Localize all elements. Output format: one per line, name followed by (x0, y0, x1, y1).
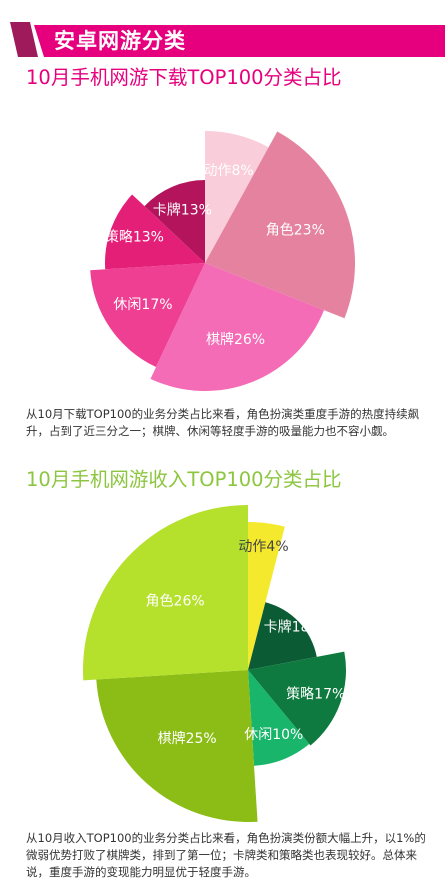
revenue-slice-label: 卡牌18% (264, 619, 323, 636)
chart1-title: 10月手机网游下载TOP100分类占比 (26, 66, 342, 89)
download-slice (150, 263, 325, 392)
chart1-description: 从10月下载TOP100的业务分类占比来看，角色扮演类重度手游的热度持续飙升，占… (26, 407, 420, 438)
section-title: 安卓网游分类 (54, 29, 186, 53)
revenue-slice-label: 角色26% (146, 593, 205, 610)
download-slice (90, 263, 205, 368)
revenue-slice (248, 670, 310, 766)
download-slice-label: 动作8% (204, 163, 254, 179)
banner-main-shape (34, 25, 445, 57)
download-slice-label: 策略13% (105, 229, 164, 246)
header-banner (8, 22, 445, 58)
revenue-slice-label: 棋牌25% (158, 730, 217, 747)
download-slice (144, 180, 205, 263)
revenue-slice-label: 动作4% (238, 539, 288, 555)
banner-shadow-shape (10, 22, 38, 57)
revenue-slice-label: 策略17% (286, 685, 345, 702)
revenue-pie-chart: 动作4% 卡牌18% 策略17% 休闲10% 棋牌25% 角色26% (83, 505, 346, 822)
download-pie-chart: 动作8% 角色23% 棋牌26% 休闲17% 策略13% 卡牌13% (90, 131, 356, 392)
download-slice-label: 卡牌13% (153, 202, 212, 219)
chart2-title: 10月手机网游收入TOP100分类占比 (26, 468, 342, 491)
download-slice (205, 131, 356, 319)
revenue-slice (248, 522, 285, 670)
revenue-slice (96, 670, 258, 822)
download-slice-label: 休闲17% (113, 297, 172, 313)
revenue-slice (248, 602, 317, 670)
revenue-slice (248, 651, 346, 746)
revenue-slice-label: 休闲10% (244, 727, 303, 743)
download-slice-label: 棋牌26% (206, 331, 265, 348)
download-slice (205, 131, 269, 263)
download-slice (105, 194, 205, 270)
chart2-description: 从10月收入TOP100的业务分类占比来看，角色扮演类份额大幅上升，以1%的微弱… (26, 831, 426, 879)
download-slice-label: 角色23% (266, 221, 325, 238)
revenue-slice (83, 505, 248, 681)
